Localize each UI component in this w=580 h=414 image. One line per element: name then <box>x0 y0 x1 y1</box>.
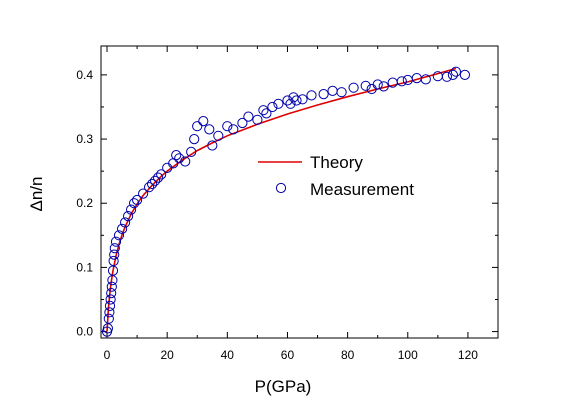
measurement-point <box>291 95 302 106</box>
plot-frame <box>100 45 499 339</box>
measurement-point <box>360 80 371 91</box>
measurement-point <box>222 121 233 132</box>
measurement-point <box>318 89 329 100</box>
x-tick-label: 100 <box>398 348 418 362</box>
measurement-point <box>103 313 114 324</box>
measurement-point <box>267 101 278 113</box>
x-tick-label: 40 <box>221 348 235 362</box>
measurement-point <box>120 217 131 228</box>
measurement-point <box>180 156 191 167</box>
measurement-point <box>297 94 308 105</box>
measurement-point <box>261 108 272 119</box>
x-tick-label: 20 <box>160 348 174 362</box>
measurement-point <box>106 288 117 299</box>
measurement-point <box>258 105 269 116</box>
x-axis-label: P(GPa) <box>255 377 312 396</box>
measurement-point <box>213 130 224 141</box>
measurement-point <box>228 124 239 135</box>
measurement-point <box>192 121 203 132</box>
measurement-point <box>106 281 117 292</box>
y-tick-label: 0.0 <box>76 325 93 339</box>
measurement-point <box>459 69 470 81</box>
legend-measurement-label: Measurement <box>310 180 414 199</box>
measurement-point <box>441 71 452 82</box>
y-axis-ticks: 0.0 0.1 0.2 0.3 0.4 <box>76 68 498 339</box>
measurement-point <box>204 124 215 135</box>
measurement-point <box>147 178 158 190</box>
measurement-point <box>132 194 143 206</box>
x-tick-label: 0 <box>104 348 111 362</box>
measurement-point <box>450 66 461 77</box>
measurement-point <box>402 74 413 86</box>
measurement-point <box>109 243 120 254</box>
x-tick-label: 60 <box>281 348 295 362</box>
measurement-point <box>186 146 197 157</box>
y-tick-label: 0.2 <box>76 196 93 210</box>
legend: Theory Measurement <box>258 153 414 199</box>
measurement-point <box>144 182 155 193</box>
theory-curve <box>106 67 457 332</box>
measurement-point <box>447 69 458 81</box>
measurement-point <box>156 169 167 180</box>
measurement-point <box>104 300 116 311</box>
x-tick-label: 80 <box>341 348 355 362</box>
x-tick-label: 120 <box>458 348 478 362</box>
y-tick-label: 0.4 <box>76 68 93 82</box>
measurement-point <box>138 188 149 199</box>
y-axis-label: Δn/n <box>27 177 46 212</box>
measurement-point <box>372 79 383 90</box>
measurement-point <box>117 223 128 234</box>
measurement-point <box>126 204 137 215</box>
measurement-point <box>150 175 161 186</box>
measurement-point <box>123 211 134 222</box>
x-axis-ticks: 0 20 40 60 80 100 120 <box>104 46 478 362</box>
legend-measurement-marker <box>275 182 287 194</box>
series-layer <box>101 66 470 337</box>
measurement-point <box>348 82 359 93</box>
measurement-point <box>113 230 125 241</box>
measurement-point <box>129 198 140 209</box>
measurement-point <box>104 307 115 318</box>
measurement-point <box>243 111 254 122</box>
y-tick-label: 0.1 <box>76 260 93 274</box>
measurement-point <box>171 150 182 161</box>
measurement-point <box>420 74 431 85</box>
measurement-point <box>102 323 114 334</box>
measurement-point <box>174 153 185 164</box>
measurement-point <box>153 172 164 183</box>
y-tick-label: 0.3 <box>76 132 93 146</box>
measurement-point <box>336 87 347 98</box>
measurement-point <box>396 76 407 87</box>
measurement-point <box>109 249 120 260</box>
measurement-point <box>105 294 116 305</box>
measurement-point <box>189 134 200 145</box>
measurement-point <box>306 90 317 101</box>
measurement-point <box>198 116 209 127</box>
measurement-point <box>378 81 389 92</box>
measurement-point <box>285 98 296 109</box>
measurement-point <box>110 236 122 247</box>
measurement-point <box>252 114 263 125</box>
measurement-point <box>273 98 284 109</box>
measurement-point <box>237 117 248 129</box>
measurement-point <box>327 85 338 97</box>
measurement-point <box>207 140 218 151</box>
legend-theory-label: Theory <box>310 153 363 172</box>
measurement-point <box>108 255 119 267</box>
